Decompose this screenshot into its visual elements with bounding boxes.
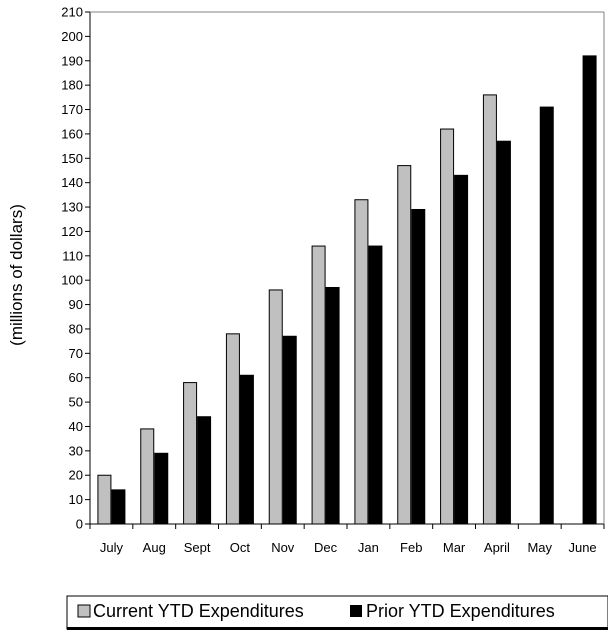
y-tick-label: 180 <box>61 78 83 93</box>
bar-current-ytd <box>354 199 369 525</box>
bar-prior-ytd <box>411 208 426 525</box>
y-tick-label: 150 <box>61 151 83 166</box>
x-axis-ticks: July Aug Sept Oct Nov Dec Jan Feb Mar April May Jun… <box>89 524 605 555</box>
y-tick-label: 90 <box>69 297 83 312</box>
bar-prior-ytd <box>496 140 511 525</box>
y-tick-label: 60 <box>69 370 83 385</box>
y-tick-label: 70 <box>69 346 83 361</box>
bar-current-ytd <box>440 128 455 525</box>
y-tick-label: 100 <box>61 273 83 288</box>
legend-frame <box>66 595 608 630</box>
y-axis-label: (millions of dollars) <box>7 204 26 346</box>
legend-label-current: Current YTD Expenditures <box>93 601 304 621</box>
y-tick-label: 50 <box>69 395 83 410</box>
bar-prior-ytd <box>368 245 383 525</box>
bar-current-ytd <box>311 245 326 525</box>
legend-swatch-prior <box>350 605 362 617</box>
bar-current-ytd <box>183 382 198 525</box>
y-tick-label: 20 <box>69 468 83 483</box>
y-tick-label: 110 <box>62 248 83 263</box>
bars <box>97 55 597 525</box>
bar-prior-ytd <box>282 335 297 525</box>
legend-bottom-shadow <box>67 627 608 630</box>
legend-swatch-current <box>77 604 91 618</box>
y-tick-label: 140 <box>61 175 83 190</box>
bar-current-ytd <box>140 428 155 525</box>
bar-prior-ytd <box>111 489 126 525</box>
bar-current-ytd <box>225 333 240 525</box>
y-tick-label: 210 <box>61 5 83 20</box>
y-tick-label: 160 <box>61 126 83 141</box>
x-tick-label: Oct <box>230 540 251 555</box>
bar-current-ytd <box>268 289 283 525</box>
bar-prior-ytd <box>154 452 169 525</box>
x-tick-label: Mar <box>443 540 466 555</box>
y-tick-label: 170 <box>61 102 83 117</box>
bar-current-ytd <box>482 94 497 525</box>
y-tick-label: 40 <box>69 419 83 434</box>
y-tick-label: 80 <box>69 321 83 336</box>
x-tick-label: May <box>527 540 552 555</box>
x-tick-label: July <box>100 540 124 555</box>
bar-prior-ytd <box>539 106 554 525</box>
bar-prior-ytd <box>197 416 212 525</box>
y-tick-label: 190 <box>61 53 83 68</box>
y-tick-label: 120 <box>61 224 83 239</box>
legend: Current YTD Expenditures Prior YTD Expen… <box>66 595 608 630</box>
x-tick-label: April <box>484 540 510 555</box>
x-tick-label: Dec <box>314 540 338 555</box>
bar-current-ytd <box>397 165 412 525</box>
y-tick-label: 200 <box>61 29 83 44</box>
x-tick-label: Nov <box>271 540 295 555</box>
x-tick-label: Sept <box>184 540 211 555</box>
y-tick-label: 30 <box>69 443 83 458</box>
x-tick-label: Aug <box>143 540 166 555</box>
x-tick-label: Jan <box>358 540 379 555</box>
x-tick-label: June <box>568 540 596 555</box>
bar-prior-ytd <box>582 55 597 525</box>
y-tick-label: 0 <box>76 517 83 532</box>
bar-prior-ytd <box>239 374 254 525</box>
bar-prior-ytd <box>454 174 469 525</box>
y-tick-label: 130 <box>61 200 83 215</box>
bar-current-ytd <box>97 474 112 525</box>
y-axis-ticks: 0 10 20 30 40 50 60 70 80 90 100 110 120 130 140 150 160… <box>61 5 90 532</box>
bar-prior-ytd <box>325 287 340 525</box>
y-tick-label: 10 <box>69 492 83 507</box>
x-tick-label: Feb <box>400 540 422 555</box>
legend-label-prior: Prior YTD Expenditures <box>366 601 555 621</box>
